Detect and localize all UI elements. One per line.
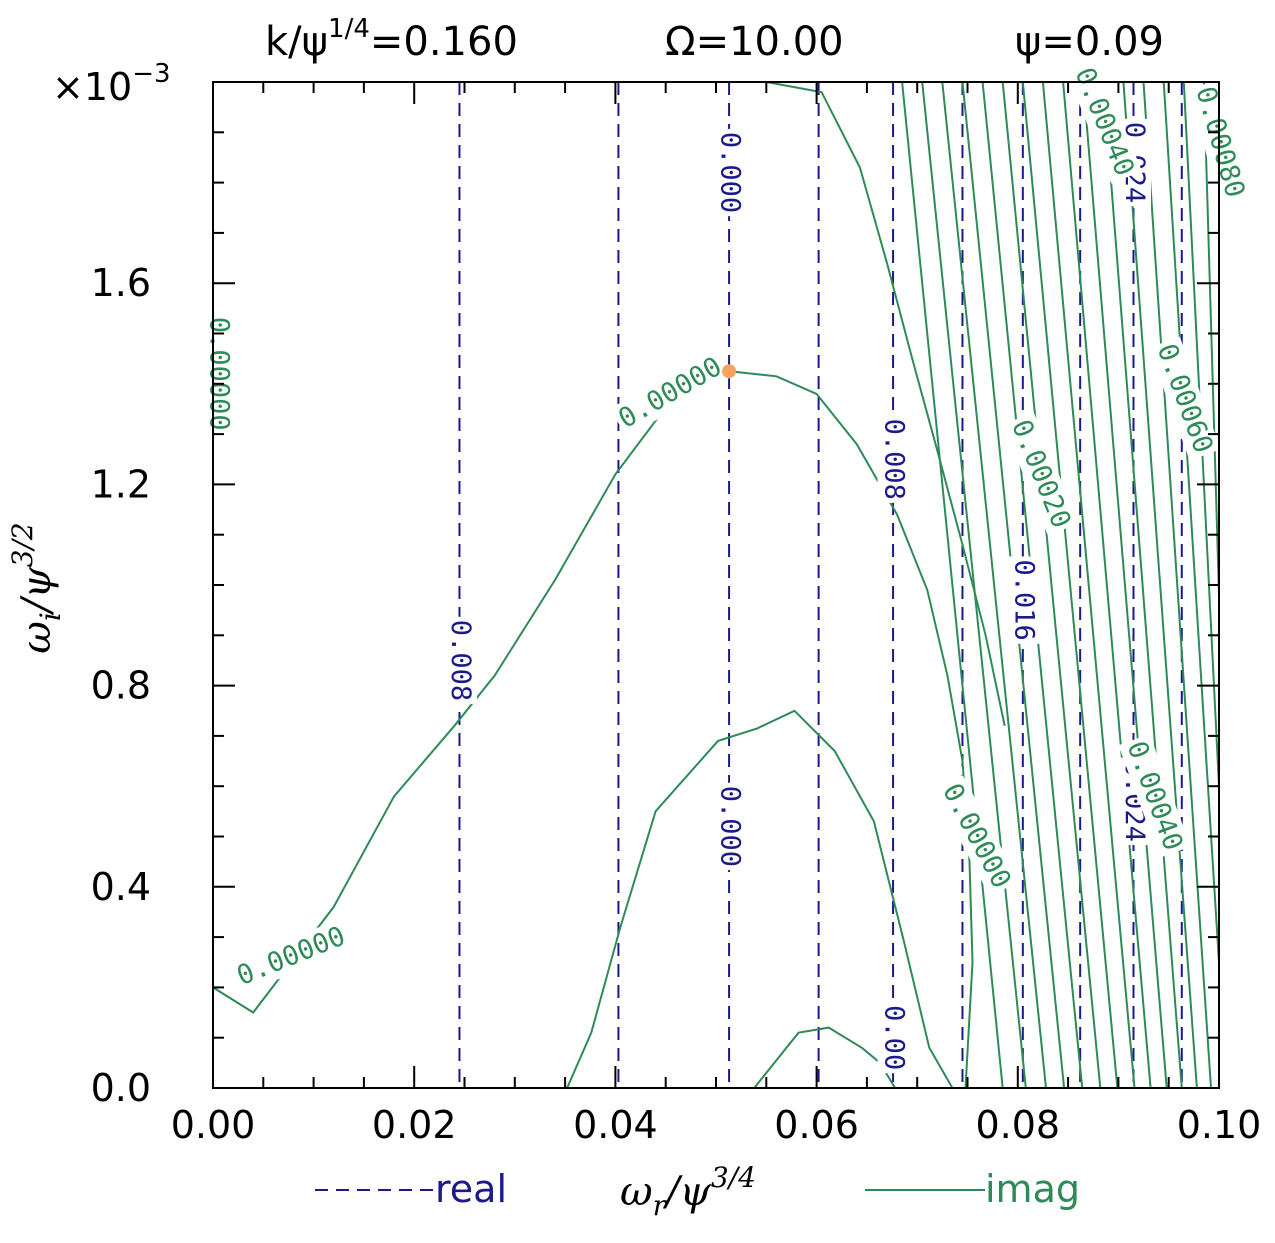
contour-label: 0.00000 [204, 317, 235, 431]
contour-label-bg [202, 313, 236, 434]
contour-label-bg [1066, 60, 1142, 184]
imag-contour-line [766, 82, 1006, 727]
x-tick-label: 0.06 [774, 1103, 859, 1147]
contour-label-bg [713, 782, 747, 871]
imag-contour-line [921, 82, 1027, 1088]
imag-contours [213, 82, 1219, 1088]
x-axis-label: ωr/ψ3/4 [620, 1161, 756, 1222]
contour-label: 0.008 [445, 620, 476, 701]
contour-label: 0.008 [879, 419, 910, 500]
contour-label-bg [1148, 336, 1221, 461]
contour-label: 0.00000 [233, 921, 350, 992]
y-axis-label-text: ωi/ψ3/2 [6, 522, 67, 654]
contour-label-bg [1003, 412, 1079, 536]
y-multiplier: ×10−3 [52, 59, 171, 109]
title-omega: Ω=10.00 [665, 19, 844, 65]
marker-layer [722, 364, 737, 379]
x-tick-label: 0.02 [372, 1103, 457, 1147]
legend: real imag [315, 1167, 1080, 1211]
x-tick-label: 0.10 [1177, 1103, 1262, 1147]
axis-tick-labels: 0.00 0.02 0.04 0.06 0.08 0.10 0.0 0.4 0.8 1.2 1.6 [91, 261, 1262, 1147]
imag-contour-line [566, 709, 954, 1088]
contour-label: 0.00 [879, 1005, 910, 1070]
y-axis-label: ωi/ψ3/2 [6, 522, 67, 654]
title-psi: ψ=0.09 [1015, 19, 1164, 65]
imag-contour-line [1021, 82, 1119, 1088]
contour-label: 0.000 [715, 132, 746, 213]
contour-label-bg [877, 1002, 911, 1074]
imag-contour-line [1082, 82, 1168, 1088]
contour-label-bg [610, 348, 731, 438]
contour-label-bg [1007, 556, 1041, 644]
imag-contour-line [753, 1026, 896, 1088]
y-tick-label: 0.8 [91, 664, 151, 708]
imag-contour-line [1001, 82, 1102, 1088]
imag-contour-line [1122, 82, 1198, 1088]
y-tick-label: 1.2 [91, 462, 151, 506]
contour-label: 0.00020 [1005, 415, 1076, 532]
contour-label-bg [443, 616, 477, 705]
contour-label: 0.000 [715, 786, 746, 867]
marker-point [722, 364, 737, 379]
contour-label-bg [229, 918, 353, 995]
chart-title: k/ψ1/4=0.160 Ω=10.00 ψ=0.09 [265, 14, 1164, 65]
contour-label: 0.00000 [936, 779, 1017, 894]
imag-contour-line [1102, 82, 1183, 1088]
legend-real-label: real [435, 1167, 507, 1211]
axis-ticks [212, 81, 1220, 1089]
x-axis-label-text: ωr/ψ3/4 [620, 1161, 756, 1222]
contour-label-bg [713, 128, 747, 217]
imag-contour-line [1041, 82, 1136, 1088]
x-tick-label: 0.08 [975, 1103, 1060, 1147]
contour-label-bg [877, 415, 911, 503]
x-tick-label: 0.00 [171, 1103, 256, 1147]
y-multiplier-label: ×10−3 [52, 59, 171, 109]
contour-label-bg [933, 775, 1020, 897]
contour-label: 0.00000 [613, 351, 727, 435]
y-tick-label: 0.4 [91, 865, 151, 909]
imag-contour-line [1202, 82, 1219, 596]
imag-contour-line [1162, 82, 1219, 963]
imag-contour-line [901, 82, 1004, 1088]
imag-contour-line [1062, 82, 1152, 1088]
legend-imag-label: imag [985, 1167, 1080, 1211]
contour-label: 0.00060 [1151, 340, 1219, 458]
y-tick-label: 1.6 [91, 261, 151, 305]
imag-contour-line [1142, 82, 1212, 1088]
contour-label: 0.016 [1008, 559, 1039, 640]
y-tick-label: 0.0 [91, 1066, 151, 1110]
contour-label-bg [1118, 733, 1191, 858]
imag-contour-line [941, 82, 1047, 1088]
title-k-over-psi: k/ψ1/4=0.160 [265, 14, 518, 65]
real-contours [458, 82, 1183, 1088]
x-tick-label: 0.04 [573, 1103, 658, 1147]
imag-contour-line [213, 370, 974, 1088]
